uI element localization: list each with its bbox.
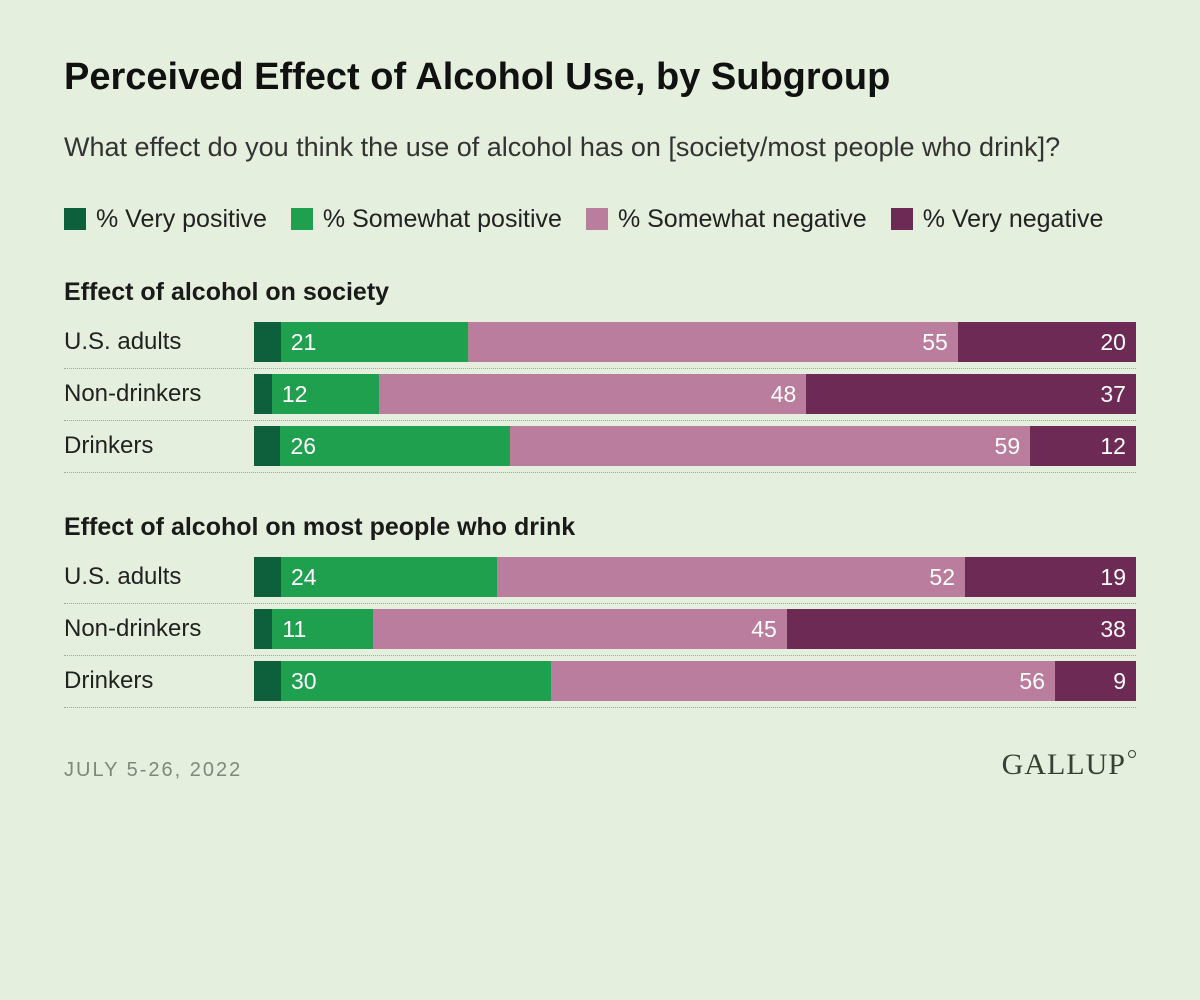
bar-segment: 48 [379, 374, 807, 414]
legend-label: % Very negative [923, 205, 1104, 234]
bar-value: 20 [1100, 329, 1126, 356]
bar-value: 21 [291, 329, 317, 356]
bar-segment: 38 [787, 609, 1136, 649]
bar-segment: 37 [806, 374, 1136, 414]
bar-row: U.S. adults 21 55 20 [64, 317, 1136, 369]
bar-value: 38 [1100, 616, 1126, 643]
bar-value: 9 [1113, 668, 1126, 695]
stacked-bar: 26 59 12 [254, 426, 1136, 466]
bar-value: 56 [1019, 668, 1045, 695]
bar-row: Drinkers 26 59 12 [64, 421, 1136, 473]
bar-value: 48 [771, 381, 797, 408]
bar-segment: 26 [280, 426, 509, 466]
stacked-bar: 11 45 38 [254, 609, 1136, 649]
legend-item: % Somewhat negative [586, 205, 867, 234]
bar-segment [254, 661, 281, 701]
bar-segment: 12 [1030, 426, 1136, 466]
row-label: Drinkers [64, 667, 254, 695]
bar-segment: 24 [281, 557, 497, 597]
legend-swatch [586, 208, 608, 230]
stacked-bar: 12 48 37 [254, 374, 1136, 414]
brand-logo: GALLUP [1002, 748, 1136, 782]
bar-segment: 30 [281, 661, 551, 701]
footer: JULY 5-26, 2022 GALLUP [64, 748, 1136, 782]
legend-item: % Very positive [64, 205, 267, 234]
bar-segment: 45 [373, 609, 786, 649]
legend-swatch [891, 208, 913, 230]
legend-swatch [291, 208, 313, 230]
bar-segment: 11 [272, 609, 373, 649]
chart-section: Effect of alcohol on societyU.S. adults2… [64, 278, 1136, 473]
row-label: U.S. adults [64, 563, 254, 591]
bar-segment: 52 [497, 557, 965, 597]
bar-segment: 56 [551, 661, 1055, 701]
row-label: Non-drinkers [64, 380, 254, 408]
stacked-bar: 30 56 9 [254, 661, 1136, 701]
chart-sections: Effect of alcohol on societyU.S. adults2… [64, 278, 1136, 708]
bar-segment [254, 426, 280, 466]
bar-value: 12 [1100, 433, 1126, 460]
bar-value: 12 [282, 381, 308, 408]
bar-segment [254, 374, 272, 414]
chart-title: Perceived Effect of Alcohol Use, by Subg… [64, 56, 1136, 99]
stacked-bar: 21 55 20 [254, 322, 1136, 362]
bar-segment [254, 322, 281, 362]
bar-value: 37 [1100, 381, 1126, 408]
bar-value: 24 [291, 564, 317, 591]
bar-value: 45 [751, 616, 777, 643]
bar-segment: 21 [281, 322, 468, 362]
legend-swatch [64, 208, 86, 230]
legend-label: % Somewhat positive [323, 205, 562, 234]
bar-value: 30 [291, 668, 317, 695]
bar-value: 52 [929, 564, 955, 591]
date-line: JULY 5-26, 2022 [64, 759, 242, 782]
legend: % Very positive % Somewhat positive % Some… [64, 205, 1136, 234]
bar-segment: 12 [272, 374, 379, 414]
bar-segment: 59 [510, 426, 1030, 466]
legend-item: % Somewhat positive [291, 205, 562, 234]
bar-row: U.S. adults 24 52 19 [64, 552, 1136, 604]
stacked-bar: 24 52 19 [254, 557, 1136, 597]
bar-value: 11 [282, 616, 306, 643]
bar-segment: 55 [468, 322, 958, 362]
legend-label: % Somewhat negative [618, 205, 867, 234]
bar-segment [254, 609, 272, 649]
bar-segment: 9 [1055, 661, 1136, 701]
row-label: Non-drinkers [64, 615, 254, 643]
row-label: Drinkers [64, 432, 254, 460]
section-title: Effect of alcohol on society [64, 278, 1136, 307]
bar-segment: 20 [958, 322, 1136, 362]
section-title: Effect of alcohol on most people who dri… [64, 513, 1136, 542]
chart-subtitle: What effect do you think the use of alco… [64, 127, 1136, 169]
row-label: U.S. adults [64, 328, 254, 356]
bar-value: 19 [1100, 564, 1126, 591]
bar-value: 26 [290, 433, 316, 460]
bar-row: Non-drinkers 11 45 38 [64, 604, 1136, 656]
legend-item: % Very negative [891, 205, 1104, 234]
chart-section: Effect of alcohol on most people who dri… [64, 513, 1136, 708]
bar-value: 59 [995, 433, 1021, 460]
bar-row: Non-drinkers 12 48 37 [64, 369, 1136, 421]
bar-row: Drinkers 30 56 9 [64, 656, 1136, 708]
bar-value: 55 [922, 329, 948, 356]
bar-segment [254, 557, 281, 597]
legend-label: % Very positive [96, 205, 267, 234]
bar-segment: 19 [965, 557, 1136, 597]
